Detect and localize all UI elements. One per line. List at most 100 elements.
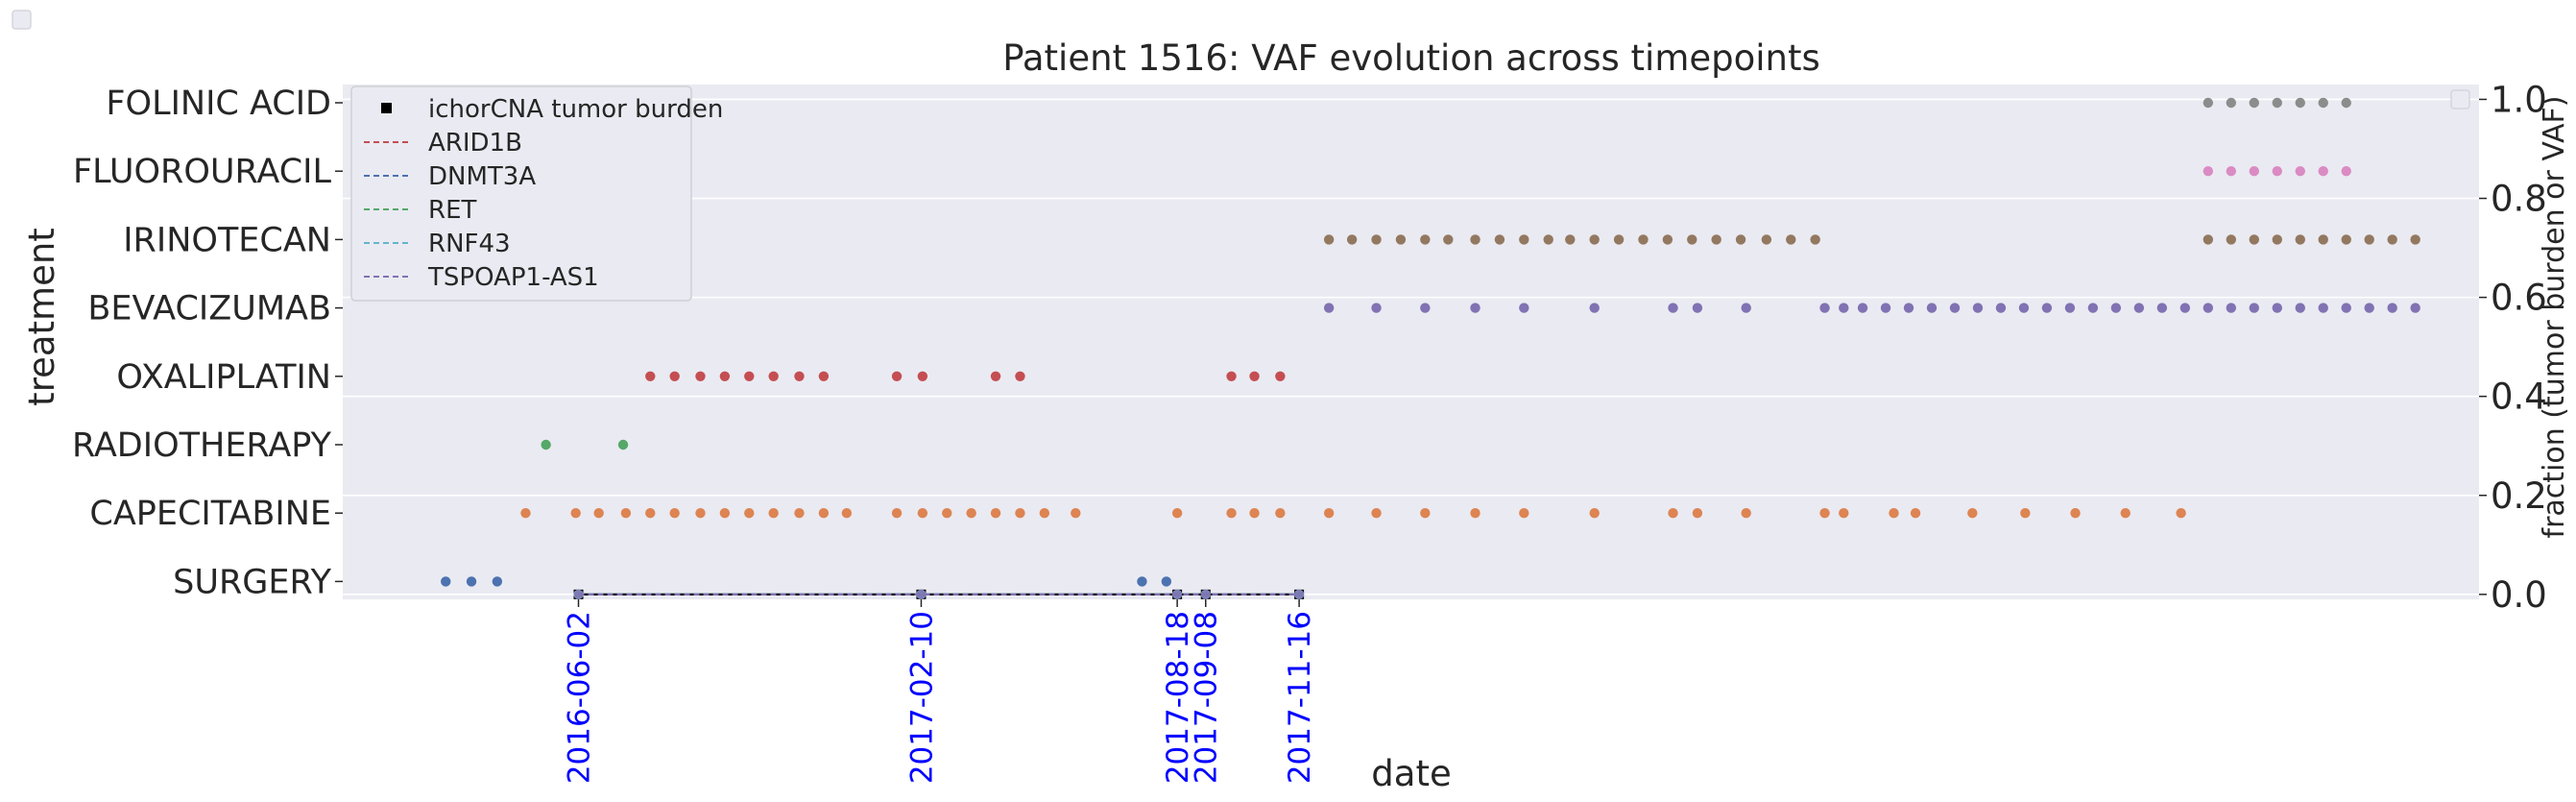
treatment-event-dot [1275, 371, 1286, 381]
fraction-tick-label: 0.6 [2491, 278, 2547, 319]
treatment-event-dot [2133, 303, 2145, 313]
treatment-event-dot [1880, 303, 1891, 313]
treatment-event-dot [990, 371, 1001, 381]
treatment-event-dot [1346, 234, 1358, 245]
treatment-event-dot [891, 508, 903, 519]
legend-label: DNMT3A [428, 162, 536, 191]
fraction-tick-label: 0.0 [2491, 574, 2547, 616]
fraction-tick-label: 0.4 [2491, 377, 2547, 418]
timepoint-date-label: 2017-02-10 [904, 611, 939, 784]
treatment-event-dot [1589, 508, 1600, 519]
treatment-event-dot [2226, 303, 2237, 313]
timepoint-date-label: 2017-09-08 [1190, 611, 1224, 784]
treatment-event-dot [719, 508, 731, 519]
treatment-event-dot [645, 508, 656, 519]
treatment-event-dot [917, 508, 928, 519]
treatment-event-dot [1015, 371, 1025, 381]
treatment-event-dot [2318, 234, 2328, 245]
treatment-event-dot [2249, 97, 2259, 109]
vaf-point [916, 589, 927, 599]
date-axis: 2016-06-02 2017-02-10 2017-08-182017-09-08… [562, 599, 1317, 784]
treatment-event-dot [2179, 303, 2191, 313]
treatment-event-dot [2295, 234, 2305, 245]
treatment-event-dot [1420, 303, 1431, 313]
treatment-event-dot [2087, 303, 2099, 313]
treatment-event-dot [2318, 303, 2328, 313]
treatment-event-dot [1249, 371, 1260, 381]
treatment-event-dot [1786, 234, 1796, 245]
treatment-event-dot [1687, 234, 1697, 245]
treatment-event-dot [2272, 166, 2282, 177]
treatment-event-dot [2020, 508, 2031, 519]
vaf-series [573, 589, 1305, 599]
treatment-event-dot [917, 371, 928, 381]
treatment-label: IRINOTECAN [123, 221, 331, 259]
treatment-event-dot [2341, 234, 2351, 245]
treatment-event-dot [1735, 234, 1746, 245]
treatment-event-dot [1810, 234, 1820, 245]
treatment-event-dot [593, 508, 604, 519]
treatment-event-dot [1589, 234, 1600, 245]
treatment-event-dot [966, 508, 976, 519]
treatment-event-dot [1741, 508, 1751, 519]
x-axis-label: date [1371, 753, 1451, 794]
treatment-label: FOLINIC ACID [106, 85, 331, 123]
legend-label: ichorCNA tumor burden [428, 95, 723, 124]
treatment-event-dot [1420, 234, 1431, 245]
legend: ichorCNA tumor burden ARID1B DNMT3A RET RNF4… [350, 85, 723, 302]
treatment-event-dot [2110, 303, 2122, 313]
treatment-event-dot [2410, 234, 2420, 245]
treatment-label: SURGERY [173, 563, 331, 601]
treatment-event-dot [695, 508, 706, 519]
treatment-event-dot [942, 508, 952, 519]
treatment-event-dot [1039, 508, 1050, 519]
treatment-event-dot [1226, 371, 1237, 381]
treatment-event-dot [2226, 166, 2237, 177]
treatment-event-dot [2064, 303, 2076, 313]
treatment-event-dot [719, 371, 731, 381]
treatment-event-dot [1171, 508, 1183, 519]
treatment-event-dot [1371, 234, 1382, 245]
treatment-event-dot [891, 371, 903, 381]
treatment-event-dot [1926, 303, 1938, 313]
treatment-event-dot [794, 371, 805, 381]
vaf-point [1294, 589, 1305, 599]
chart-title: Patient 1516: VAF evolution across timep… [1002, 37, 1820, 79]
treatment-event-dot [2272, 303, 2282, 313]
treatment-event-dot [1249, 508, 1260, 519]
treatment-event-dot [1371, 303, 1382, 313]
treatment-event-dot [2120, 508, 2131, 519]
treatment-event-dot [1137, 576, 1147, 587]
treatment-event-dot [2341, 97, 2351, 109]
figure-corner-box [12, 10, 32, 30]
treatment-event-dot [1761, 234, 1772, 245]
treatment-event-dot [2203, 97, 2214, 109]
treatment-label: OXALIPLATIN [116, 358, 331, 397]
treatment-event-dot [2176, 508, 2186, 519]
treatment-event-dot [1519, 303, 1529, 313]
treatment-event-dot [1889, 508, 1899, 519]
treatment-event-dot [1420, 508, 1431, 519]
treatment-event-dot [2249, 166, 2259, 177]
treatment-event-dot [2041, 303, 2053, 313]
treatment-event-dot [1470, 234, 1481, 245]
treatment-event-dot [744, 371, 755, 381]
treatment-event-dot [1323, 303, 1335, 313]
treatment-event-dot [2272, 234, 2282, 245]
treatment-event-dot [695, 371, 706, 381]
treatment-event-dot [2387, 234, 2397, 245]
treatment-event-dot [2387, 303, 2397, 313]
treatment-event-dot [1275, 508, 1286, 519]
fraction-tick-label: 0.8 [2491, 179, 2547, 220]
treatment-label: BEVACIZUMAB [87, 290, 331, 328]
empty-secondary-legend [2450, 89, 2470, 109]
treatment-event-dot [2295, 97, 2305, 109]
treatment-event-dot [2249, 303, 2259, 313]
treatment-event-dot [990, 508, 1001, 519]
timepoint-date-label: 2017-11-16 [1283, 611, 1317, 784]
treatment-axis: SURGERY CAPECITABINE RADIOTHERAPY OXALIPLAT… [72, 85, 343, 601]
treatment-event-dot [1494, 234, 1505, 245]
treatment-events [441, 97, 2420, 587]
treatment-event-dot [1071, 508, 1081, 519]
